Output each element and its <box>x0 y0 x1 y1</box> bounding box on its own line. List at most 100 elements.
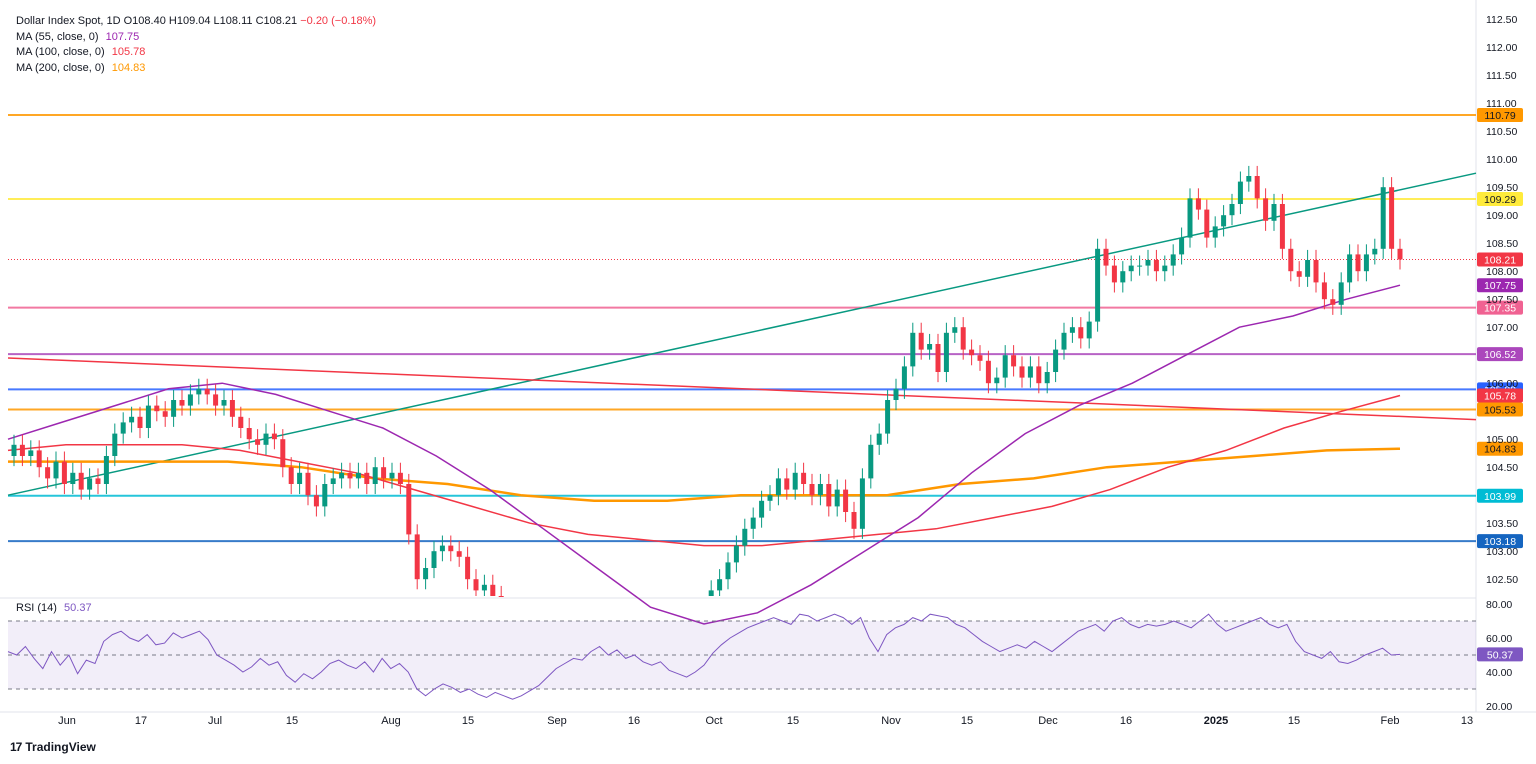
y-tick-label: 112.50 <box>1486 14 1517 26</box>
rsi-tick-label: 80.00 <box>1486 599 1512 611</box>
x-tick-label: Feb <box>1381 715 1400 727</box>
candle-body <box>1237 181 1243 204</box>
candle-body <box>339 472 345 479</box>
candle-body <box>322 484 328 507</box>
candle-body <box>78 472 84 490</box>
candle-body <box>1204 209 1210 238</box>
y-tick-label: 103.50 <box>1486 518 1518 530</box>
x-tick-label: 15 <box>787 715 799 727</box>
y-tick-label: 108.50 <box>1486 238 1518 250</box>
candle-body <box>826 484 832 507</box>
ma55-value: 107.75 <box>105 30 140 43</box>
level-price-tag <box>1477 488 1523 503</box>
candle-body <box>943 332 949 372</box>
candle-body <box>95 478 101 484</box>
level-price-label: 103.18 <box>1484 536 1516 548</box>
candle-body <box>1011 355 1017 367</box>
candle-body <box>960 327 966 350</box>
level-price-label: 106.52 <box>1484 349 1516 361</box>
level-price-label: 107.35 <box>1484 303 1516 315</box>
candle-body <box>885 400 891 434</box>
y-tick-label: 107.00 <box>1486 322 1518 334</box>
x-tick-label: Sep <box>547 715 567 727</box>
rsi-value: 50.37 <box>64 602 92 614</box>
ma100-label: MA (100, close, 0) <box>16 46 105 58</box>
candle-body <box>70 472 76 484</box>
candle-body <box>372 467 378 484</box>
tradingview-logo-icon: 17 <box>10 740 22 754</box>
candle-body <box>263 433 269 445</box>
candle-body <box>1363 254 1369 272</box>
candle-body <box>750 517 756 529</box>
candle-body <box>355 472 361 479</box>
candle-body <box>1061 332 1067 350</box>
ohlc-row: Dollar Index Spot, 1D O108.40 H109.04 L1… <box>16 14 376 30</box>
candle-body <box>1019 366 1025 378</box>
level-price-tag <box>1477 191 1523 206</box>
candle-body <box>36 450 42 468</box>
ma100-row[interactable]: MA (100, close, 0) 105.78 <box>16 45 376 61</box>
candle-body <box>1389 187 1395 249</box>
candle-body <box>1179 237 1185 255</box>
candle-body <box>238 416 244 428</box>
candle-body <box>1111 265 1117 283</box>
candle-body <box>1321 282 1327 300</box>
candle-body <box>792 472 798 490</box>
candle-body <box>280 439 286 468</box>
candle-body <box>1128 265 1134 272</box>
open-value: O108.40 <box>123 15 166 27</box>
candle-body <box>1296 271 1302 277</box>
y-tick-label: 105.00 <box>1486 434 1518 446</box>
candle-body <box>162 411 168 417</box>
candle-body <box>221 400 227 406</box>
candle-body <box>347 472 353 479</box>
y-tick-label: 111.50 <box>1486 70 1517 82</box>
candle-body <box>1254 176 1260 199</box>
ma200-line <box>8 447 1401 503</box>
descending-trendline <box>7 357 1477 421</box>
ma55-line <box>7 284 1401 625</box>
candle-body <box>801 472 807 484</box>
level-price-tag <box>1477 300 1523 315</box>
candle-body <box>145 405 151 428</box>
candle-body <box>1288 248 1294 272</box>
candle-body <box>1036 366 1042 384</box>
candle-body <box>288 467 294 484</box>
candle-body <box>1137 265 1143 267</box>
candle-body <box>1355 254 1361 272</box>
candle-body <box>448 545 454 552</box>
candle-body <box>439 545 445 552</box>
candle-body <box>1053 349 1059 372</box>
level-price-tag <box>1477 278 1523 293</box>
candle-body <box>103 456 109 484</box>
ma200-row[interactable]: MA (200, close, 0) 104.83 <box>16 61 376 77</box>
x-tick-label: Nov <box>881 715 901 727</box>
rsi-legend[interactable]: RSI (14) 50.37 <box>16 602 92 614</box>
chart-legend: Dollar Index Spot, 1D O108.40 H109.04 L1… <box>16 14 376 76</box>
candle-body <box>910 332 916 367</box>
x-tick-label: 15 <box>462 715 474 727</box>
candle-body <box>187 394 193 406</box>
candle-body <box>406 484 412 535</box>
ma55-row[interactable]: MA (55, close, 0) 107.75 <box>16 30 376 46</box>
candle-body <box>1170 254 1176 266</box>
candle-body <box>977 355 983 361</box>
ma55-label: MA (55, close, 0) <box>16 30 99 43</box>
rsi-value-label: 50.37 <box>1487 649 1513 661</box>
x-tick-label: 15 <box>286 715 298 727</box>
candle-body <box>1372 248 1378 255</box>
tradingview-brand[interactable]: 17 TradingView <box>10 740 96 754</box>
candle-body <box>473 579 479 591</box>
candle-body <box>893 388 899 400</box>
candle-body <box>204 388 210 395</box>
y-tick-label: 108.00 <box>1486 266 1518 278</box>
y-tick-label: 109.00 <box>1486 210 1518 222</box>
rsi-line <box>7 613 1401 700</box>
candle-body <box>397 472 403 484</box>
rsi-tick-label: 60.00 <box>1486 633 1512 645</box>
y-tick-label: 110.50 <box>1486 126 1517 138</box>
candle-body <box>414 534 420 580</box>
candle-body <box>775 478 781 496</box>
x-tick-label: 2025 <box>1204 715 1228 727</box>
